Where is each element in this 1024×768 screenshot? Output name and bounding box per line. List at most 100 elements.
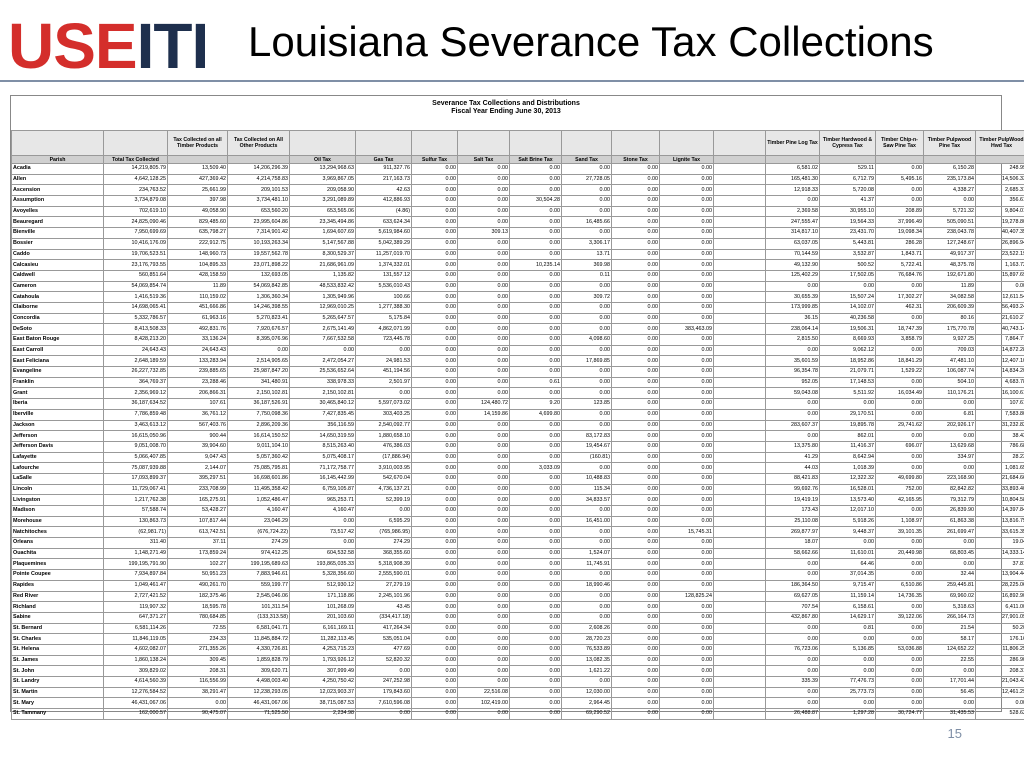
slide-title: Louisiana Severance Tax Collections: [248, 18, 934, 65]
value-cell: 0.00: [611, 643, 660, 656]
spacer-cell: [713, 419, 766, 432]
value-cell: 36.15: [765, 312, 820, 325]
value-cell: 786.68: [975, 440, 1024, 453]
value-cell: 0.00: [611, 697, 660, 710]
value-cell: 104,895.33: [167, 259, 228, 271]
value-cell: 1,081.65: [975, 462, 1024, 474]
value-cell: 35,601.59: [765, 355, 820, 368]
table-row: Lafourche 75,087,939.88 2,144.07 75,085,795…: [11, 462, 1024, 474]
value-cell: 223,168.90: [923, 472, 976, 485]
value-cell: 0.00: [819, 280, 876, 293]
value-cell: 26,488.87: [765, 708, 820, 720]
value-cell: 0.00: [457, 430, 510, 442]
value-cell: 173.43: [765, 505, 820, 517]
value-cell: 0.00: [457, 248, 510, 261]
value-cell: 2,472,054.27: [289, 355, 356, 368]
value-cell: 13,509.40: [167, 163, 228, 175]
table-row: Bossier 10,416,176.09 222,912.75 10,193,263…: [11, 237, 1024, 250]
value-cell: 4,862,071.99: [355, 323, 412, 335]
value-cell: 76,723.06: [765, 643, 820, 656]
value-cell: 13,904.44: [975, 569, 1024, 581]
spacer-cell: [713, 280, 766, 293]
value-cell: 12,238,293.05: [227, 686, 290, 699]
header-bottom-cell: [819, 155, 876, 164]
value-cell: 4,699.80: [509, 408, 562, 421]
value-cell: 0.00: [411, 355, 458, 368]
spacer-cell: [713, 686, 766, 699]
value-cell: 0.00: [875, 398, 924, 410]
header-top-cell: Timber Pine Log Tax: [765, 130, 820, 156]
value-cell: 192,671.80: [923, 269, 976, 282]
value-cell: 0.00: [457, 579, 510, 592]
value-cell: 19,419.19: [765, 494, 820, 506]
value-cell: 56.45: [923, 686, 976, 699]
value-cell: 0.00: [659, 291, 714, 303]
useiti-logo: USE ITI: [8, 10, 209, 78]
parish-name-cell: Acadia: [11, 163, 104, 175]
value-cell: 31,232.82: [975, 419, 1024, 432]
value-cell: 0.00: [765, 430, 820, 442]
value-cell: 0.00: [561, 195, 612, 207]
value-cell: 0.00: [411, 579, 458, 592]
value-cell: 102,419.00: [457, 697, 510, 710]
value-cell: 119,907.32: [103, 601, 168, 613]
value-cell: 0.00: [561, 462, 612, 474]
spacer-cell: [713, 398, 766, 410]
value-cell: 0.00: [167, 697, 228, 710]
spacer-cell: [713, 334, 766, 346]
header-bottom-cell: Stone Tax: [611, 155, 660, 164]
value-cell: 69,290.52: [561, 708, 612, 720]
value-cell: 209,058.90: [289, 184, 356, 197]
value-cell: 0.00: [457, 537, 510, 549]
value-cell: 171,118.86: [289, 590, 356, 603]
value-cell: 2,685.31: [975, 184, 1024, 197]
value-cell: 974,412.25: [227, 547, 290, 560]
value-cell: 107.61: [975, 398, 1024, 410]
parish-name-cell: Caldwell: [11, 269, 104, 282]
spacer-cell: [713, 494, 766, 506]
value-cell: (4.86): [355, 205, 412, 218]
value-cell: 0.00: [875, 280, 924, 293]
value-cell: 0.00: [561, 526, 612, 539]
spacer-cell: [713, 558, 766, 571]
table-row: Richland 119,907.32 18,595.78 101,311.54 101…: [11, 601, 1024, 613]
value-cell: 5,536,010.43: [355, 280, 412, 293]
value-cell: 0.00: [457, 643, 510, 656]
value-cell: 0.00: [509, 344, 562, 357]
value-cell: 0.00: [659, 440, 714, 453]
value-cell: 80.16: [923, 312, 976, 325]
value-cell: 0.00: [509, 451, 562, 464]
value-cell: 162,000.57: [103, 708, 168, 720]
value-cell: 76,533.89: [561, 643, 612, 656]
value-cell: 11,745.91: [561, 558, 612, 571]
value-cell: 259,445.81: [923, 579, 976, 592]
value-cell: 0.00: [457, 665, 510, 677]
parish-name-cell: St. Martin: [11, 686, 104, 699]
value-cell: 4,498,003.40: [227, 676, 290, 688]
value-cell: 0.00: [509, 205, 562, 218]
value-cell: 0.00: [561, 601, 612, 613]
header-bottom-cell: Lignite Tax: [659, 155, 714, 164]
value-cell: 57,588.74: [103, 505, 168, 517]
spacer-cell: [713, 269, 766, 282]
header-bottom-cell: Parish: [11, 155, 104, 164]
value-cell: 11,282,113.45: [289, 633, 356, 645]
value-cell: 3,734,879.08: [103, 195, 168, 207]
value-cell: 22,516.08: [457, 686, 510, 699]
value-cell: 0.00: [975, 697, 1024, 710]
value-cell: 1,018.39: [819, 462, 876, 474]
header-bottom-cell: Gas Tax: [355, 155, 412, 164]
value-cell: 1,860,138.24: [103, 654, 168, 667]
value-cell: (765,986.95): [355, 526, 412, 539]
value-cell: 69,627.05: [765, 590, 820, 603]
value-cell: 7,583.80: [975, 408, 1024, 421]
value-cell: 2,648,189.59: [103, 355, 168, 368]
value-cell: 965,253.71: [289, 494, 356, 506]
value-cell: 604,532.58: [289, 547, 356, 560]
table-row: Beauregard 24,825,090.46 829,485.60 23,995,…: [11, 216, 1024, 229]
value-cell: 18,952.86: [819, 355, 876, 368]
value-cell: 3,858.79: [875, 334, 924, 346]
value-cell: 0.00: [509, 686, 562, 699]
value-cell: 14,506.33: [975, 173, 1024, 186]
value-cell: 0.00: [659, 622, 714, 635]
